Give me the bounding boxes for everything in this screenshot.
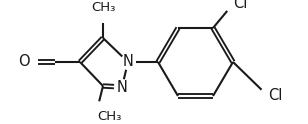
Text: CH₃: CH₃	[91, 1, 115, 14]
Text: N: N	[116, 79, 128, 94]
Text: Cl: Cl	[233, 0, 247, 12]
Text: CH₃: CH₃	[97, 110, 121, 123]
Text: N: N	[123, 55, 133, 69]
Text: O: O	[18, 55, 30, 69]
Text: Cl: Cl	[268, 89, 282, 104]
